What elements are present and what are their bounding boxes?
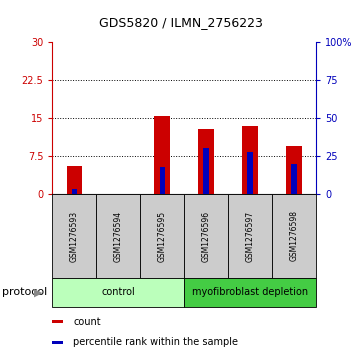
Bar [67, 166, 82, 194]
Bar [140, 194, 184, 278]
Bar [204, 148, 209, 194]
Text: control: control [101, 287, 135, 297]
Text: GSM1276596: GSM1276596 [201, 211, 210, 261]
Bar [184, 278, 316, 307]
Text: myofibroblast depletion: myofibroblast depletion [192, 287, 308, 297]
Text: GSM1276593: GSM1276593 [70, 211, 79, 261]
Text: count: count [73, 317, 101, 327]
Text: GSM1276594: GSM1276594 [114, 211, 123, 261]
Bar [242, 126, 258, 194]
Text: GSM1276595: GSM1276595 [158, 211, 167, 261]
Bar [155, 117, 170, 194]
Bar [96, 194, 140, 278]
Bar [52, 278, 184, 307]
Text: ▶: ▶ [34, 287, 42, 297]
Bar [52, 320, 64, 323]
Bar [272, 194, 316, 278]
Bar [72, 189, 77, 194]
Bar [228, 194, 272, 278]
Text: GSM1276597: GSM1276597 [245, 211, 255, 261]
Bar [52, 340, 64, 344]
Bar [184, 194, 228, 278]
Bar [247, 151, 253, 194]
Bar [286, 146, 301, 194]
Bar [160, 167, 165, 194]
Text: GSM1276598: GSM1276598 [290, 211, 299, 261]
Bar [52, 194, 96, 278]
Text: GDS5820 / ILMN_2756223: GDS5820 / ILMN_2756223 [99, 16, 262, 29]
Bar [199, 129, 214, 194]
Text: percentile rank within the sample: percentile rank within the sample [73, 337, 238, 347]
Bar [291, 164, 296, 194]
Text: protocol: protocol [2, 287, 47, 297]
